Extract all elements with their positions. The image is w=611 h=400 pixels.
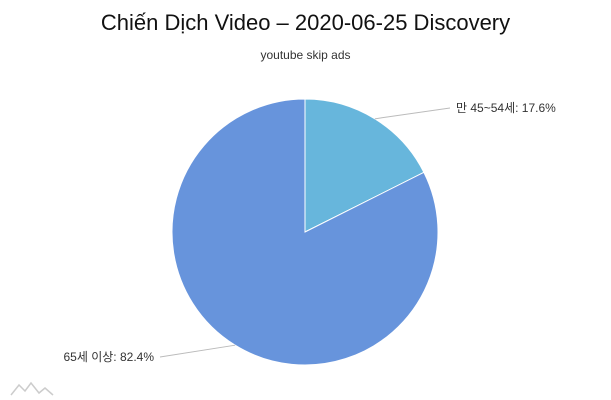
chart-title: Chiến Dịch Video – 2020-06-25 Discovery [100,10,511,35]
slice-label-1: 만 45~54세: 17.6% [456,101,556,115]
pie-slice-2[interactable] [171,98,439,366]
leader-line-2 [159,344,236,358]
pie-slices [171,98,439,366]
slice-label-2: 65세 이상: 82.4% [64,350,155,364]
pie-labels: 만 45~54세: 17.6% 65세 이상: 82.4% [64,101,557,364]
leader-line-1 [374,107,451,120]
chart-subtitle: youtube skip ads [260,48,351,62]
mountain-logo-icon [10,381,54,396]
